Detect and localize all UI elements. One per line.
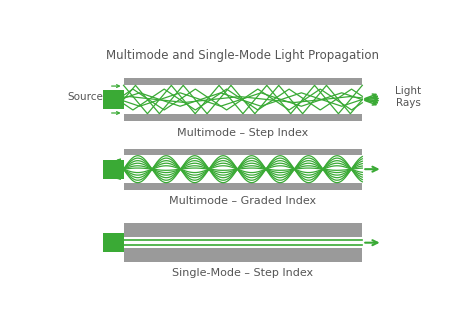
Text: Multimode – Graded Index: Multimode – Graded Index [169,196,317,206]
Bar [124,84,362,115]
Bar [124,148,362,190]
Bar [124,78,362,122]
Bar [103,233,124,252]
Text: Single-Mode – Step Index: Single-Mode – Step Index [173,268,313,278]
Bar [103,90,124,109]
Text: Light
Rays: Light Rays [395,86,421,108]
Bar [103,159,124,179]
Text: Multimode and Single-Mode Light Propagation: Multimode and Single-Mode Light Propagat… [107,49,379,62]
Bar [124,155,362,183]
Bar [124,237,362,248]
Text: Multimode – Step Index: Multimode – Step Index [177,128,309,138]
Text: Source: Source [67,92,103,102]
Bar [124,223,362,262]
